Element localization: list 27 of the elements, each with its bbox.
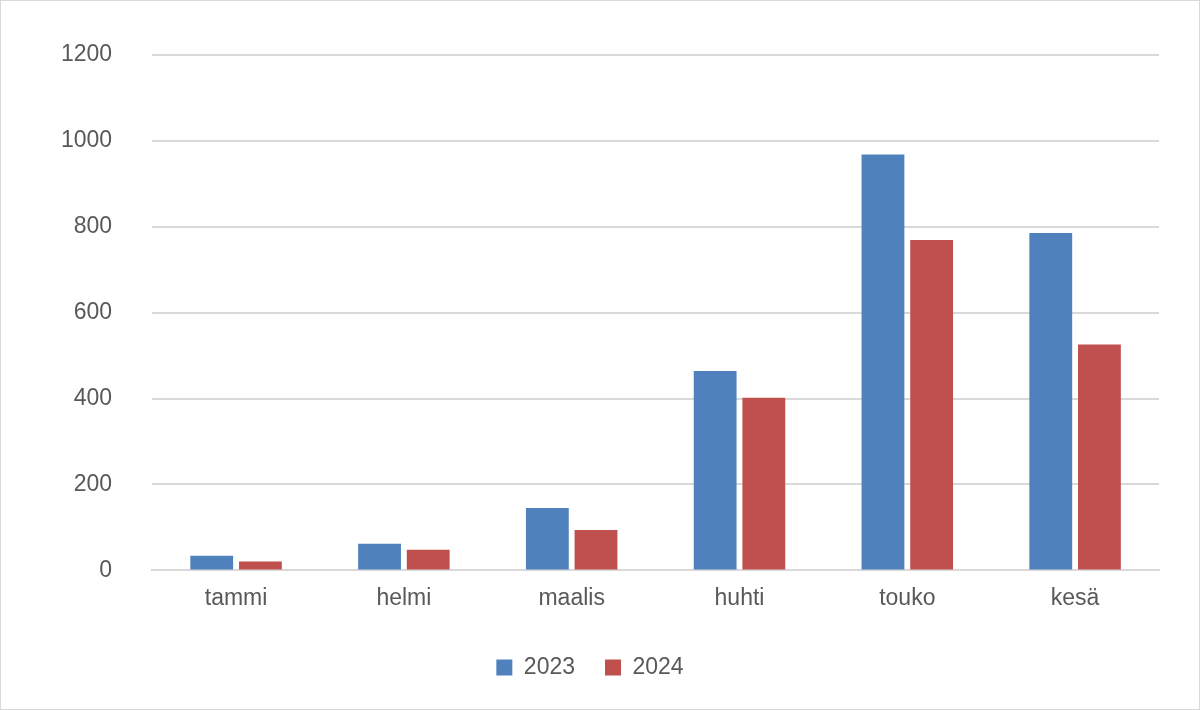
legend-label: 2023	[523, 652, 576, 679]
bar	[358, 543, 401, 570]
bar	[1029, 233, 1073, 570]
y-tick-label: 0	[99, 555, 113, 582]
bar	[742, 397, 786, 570]
x-tick-label: huhti	[714, 583, 765, 610]
y-tick-label: 200	[73, 469, 113, 496]
y-tick-label: 1000	[60, 126, 113, 153]
bar	[406, 549, 450, 570]
bar	[190, 555, 234, 570]
bar	[238, 561, 282, 570]
y-tick-label: 800	[73, 212, 113, 239]
bar	[861, 154, 905, 570]
bar	[1078, 344, 1121, 570]
legend-label: 2024	[632, 652, 684, 679]
y-tick-label: 600	[73, 297, 113, 324]
y-tick-label: 400	[73, 383, 113, 410]
x-tick-label: maalis	[538, 583, 605, 610]
x-tick-label: helmi	[376, 583, 432, 610]
bar	[525, 508, 569, 570]
x-tick-label: kesä	[1050, 583, 1100, 610]
x-tick-label: touko	[879, 583, 936, 610]
bar	[693, 371, 737, 570]
x-tick-label: tammi	[204, 583, 268, 610]
bar	[910, 239, 954, 570]
y-tick-label: 1200	[60, 40, 113, 67]
bar	[574, 530, 618, 570]
